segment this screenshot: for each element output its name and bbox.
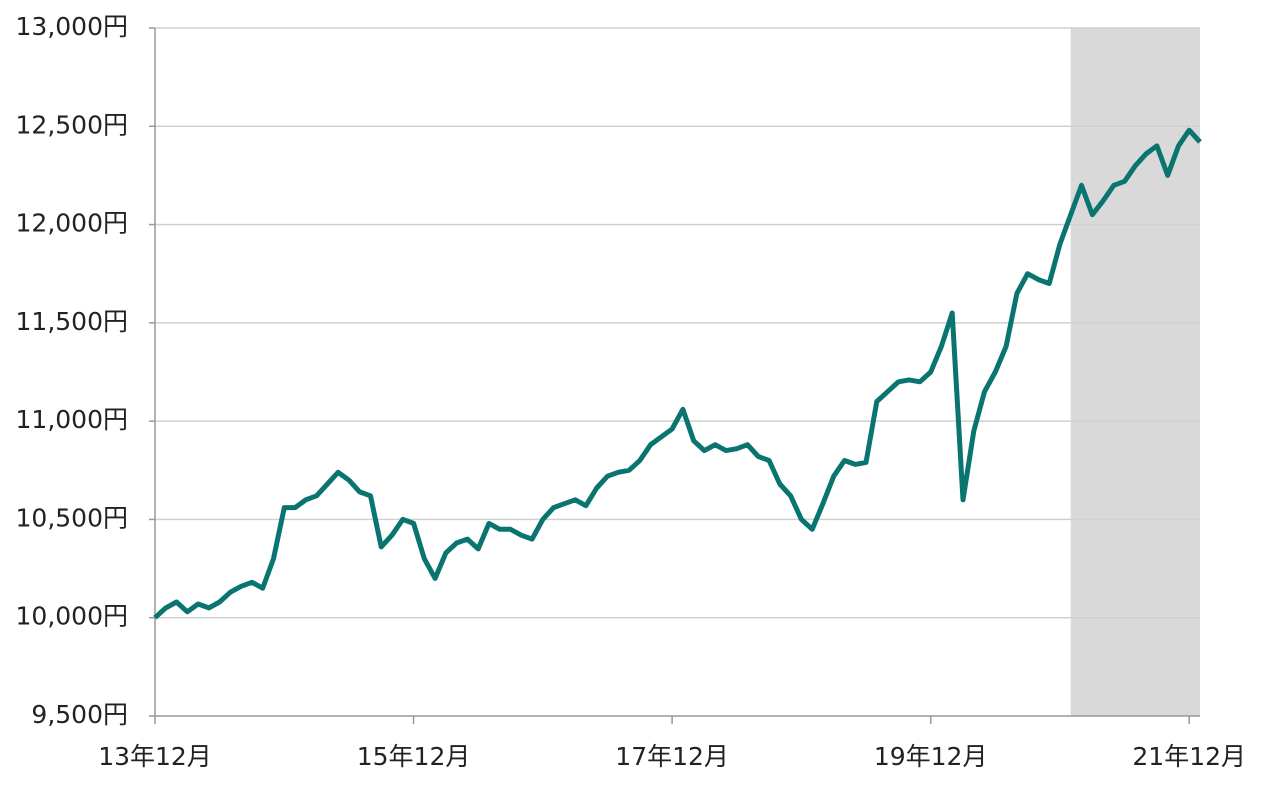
- x-tick-label: 21年12月: [1132, 742, 1246, 771]
- x-tick-label: 15年12月: [357, 742, 471, 771]
- x-tick-label: 19年12月: [874, 742, 988, 771]
- y-tick-label: 10,000円: [16, 602, 128, 631]
- y-tick-label: 11,500円: [16, 307, 128, 336]
- data-line: [153, 127, 1202, 620]
- y-tick-label: 13,000円: [16, 12, 128, 41]
- y-tick-label: 9,500円: [31, 700, 128, 729]
- x-tick-label: 17年12月: [615, 742, 729, 771]
- y-tick-label: 10,500円: [16, 503, 128, 532]
- x-tick-label: 13年12月: [98, 742, 212, 771]
- y-tick-label: 12,000円: [16, 209, 128, 238]
- y-tick-label: 11,000円: [16, 405, 128, 434]
- y-tick-label: 12,500円: [16, 110, 128, 139]
- highlight-region: [1070, 28, 1200, 716]
